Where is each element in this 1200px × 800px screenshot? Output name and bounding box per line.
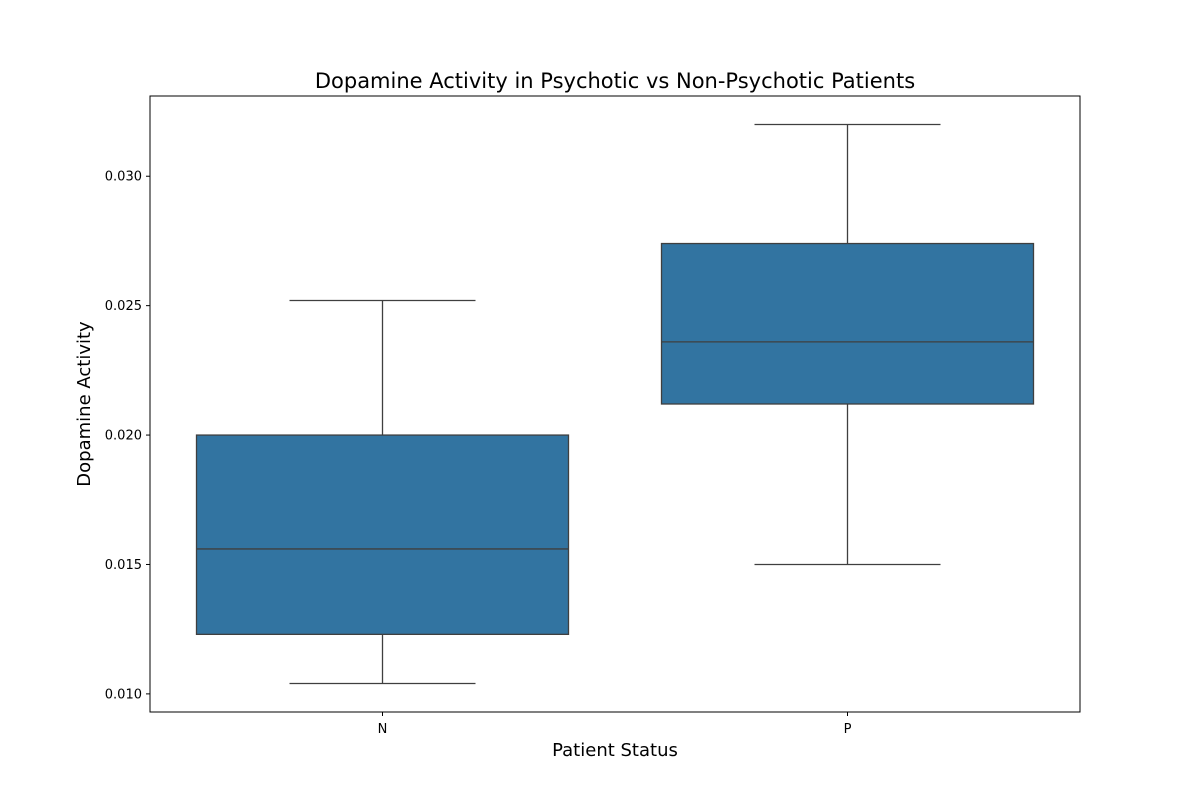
box-P bbox=[660, 242, 1035, 405]
x-axis-label: Patient Status bbox=[552, 740, 678, 761]
chart-title: Dopamine Activity in Psychotic vs Non-Ps… bbox=[315, 69, 915, 93]
plot-area-frame bbox=[149, 95, 1081, 713]
y-tick-label: 0.025 bbox=[105, 299, 142, 314]
y-tick-label: 0.030 bbox=[105, 170, 142, 185]
box-N bbox=[195, 434, 570, 636]
boxes-group bbox=[195, 123, 1035, 685]
y-tick-label: 0.020 bbox=[105, 429, 142, 444]
y-axis: 0.010 0.015 0.020 0.025 0.030 bbox=[105, 170, 150, 702]
y-axis-label: Dopamine Activity bbox=[74, 321, 95, 487]
x-tick-label: N bbox=[378, 722, 388, 737]
y-tick-label: 0.010 bbox=[105, 687, 142, 702]
y-tick-label: 0.015 bbox=[105, 558, 142, 573]
x-tick-label: P bbox=[844, 722, 852, 737]
